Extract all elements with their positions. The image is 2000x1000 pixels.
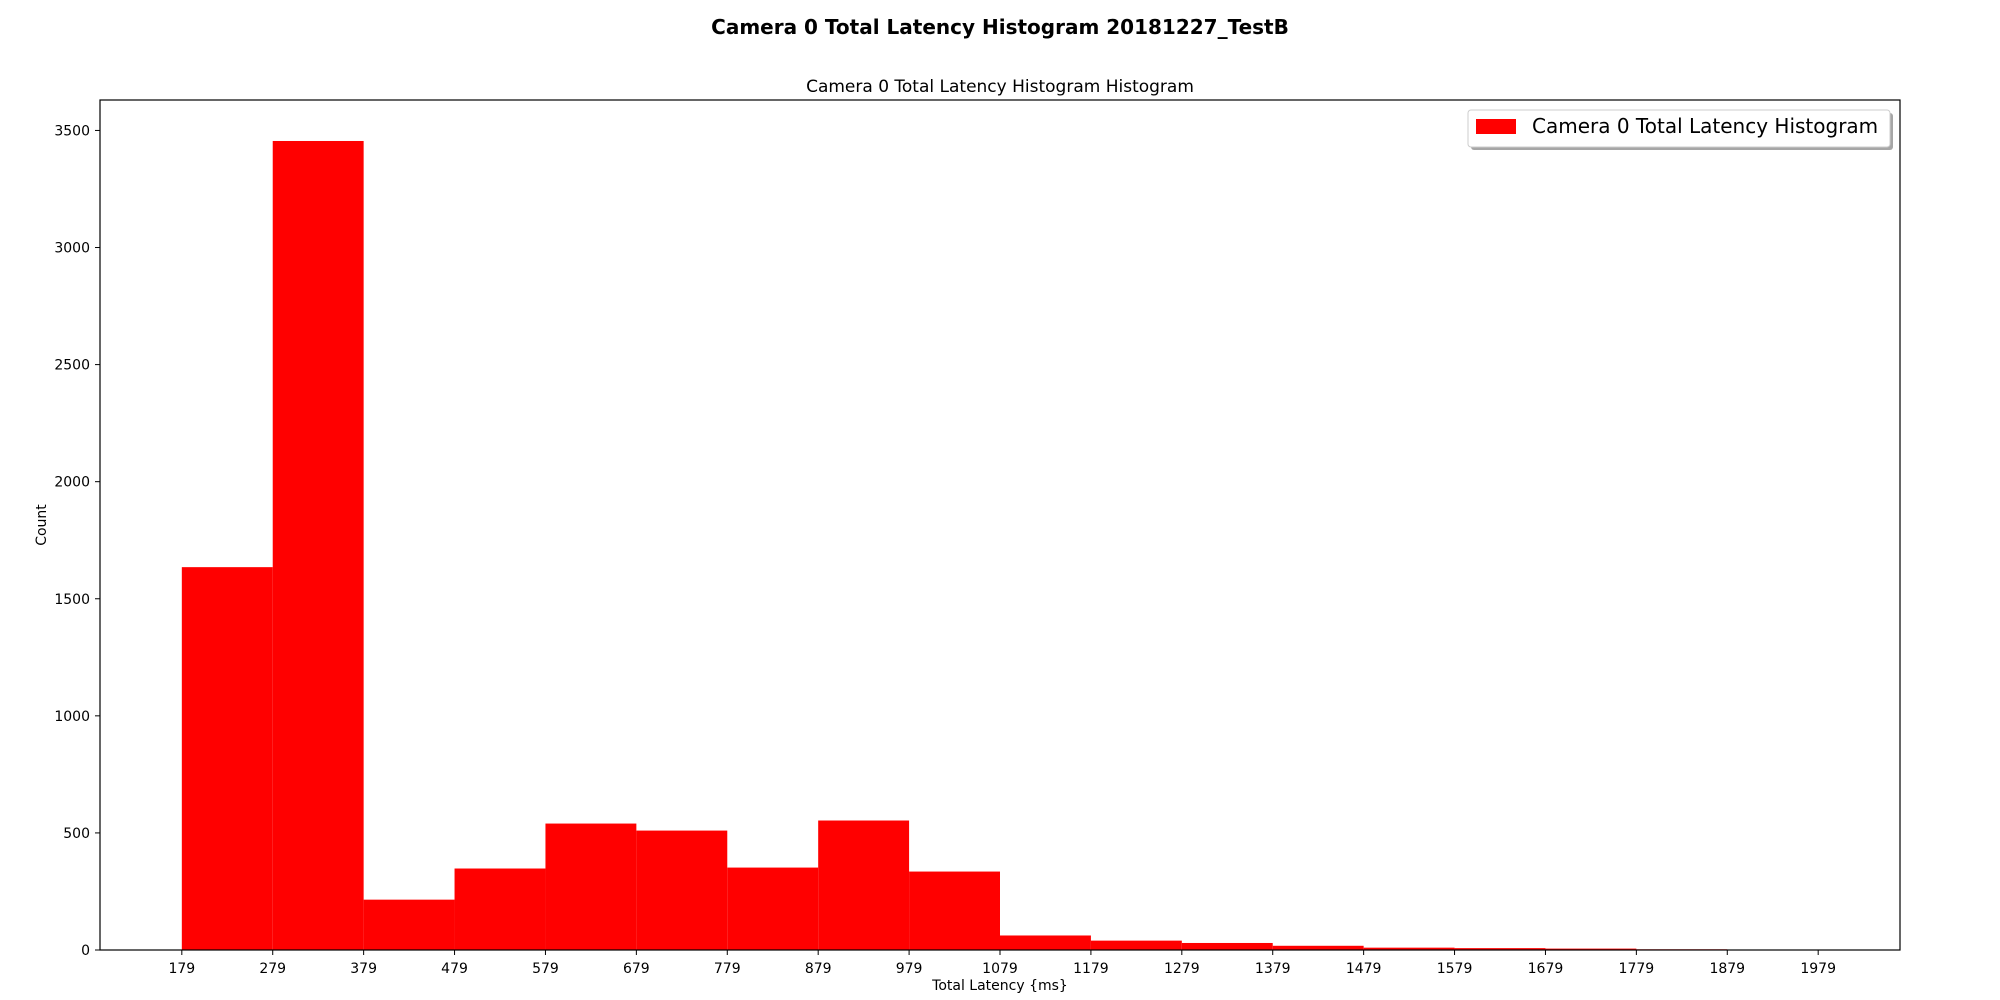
x-tick-label: 1479	[1346, 961, 1382, 977]
legend-swatch	[1476, 119, 1516, 134]
axes-title: Camera 0 Total Latency Histogram Histogr…	[806, 77, 1194, 97]
histogram-bar	[363, 899, 455, 950]
y-axis-ticks: 0 500 1000 1500 2000 2500 3000 3500	[54, 123, 100, 959]
x-tick-label: 379	[350, 961, 377, 977]
x-tick-label: 579	[532, 961, 559, 977]
x-tick-label: 979	[896, 961, 923, 977]
y-tick-label: 500	[63, 826, 90, 842]
histogram-bar	[727, 867, 819, 950]
histogram-bar	[454, 868, 546, 950]
x-tick-label: 1279	[1164, 961, 1200, 977]
figure-title: Camera 0 Total Latency Histogram 2018122…	[711, 15, 1289, 39]
histogram-bar	[1000, 935, 1091, 950]
y-tick-label: 3000	[54, 241, 90, 257]
x-tick-label: 279	[259, 961, 286, 977]
histogram-bar	[1363, 947, 1455, 950]
legend-box	[1467, 109, 1891, 148]
x-tick-label: 1779	[1619, 961, 1655, 977]
histogram-bars	[181, 140, 1728, 950]
x-axis-label: Total Latency {ms}	[931, 978, 1068, 994]
x-tick-label: 1079	[982, 961, 1018, 977]
x-tick-label: 1379	[1255, 961, 1291, 977]
x-tick-label: 1979	[1800, 961, 1836, 977]
x-tick-label: 179	[168, 961, 195, 977]
y-tick-label: 2500	[54, 358, 90, 374]
histogram-bar	[1181, 942, 1273, 950]
histogram-bar	[545, 823, 637, 950]
x-tick-label: 779	[714, 961, 741, 977]
x-tick-label: 1179	[1073, 961, 1109, 977]
x-tick-label: 679	[623, 961, 650, 977]
legend-label: Camera 0 Total Latency Histogram	[1532, 114, 1878, 138]
x-tick-label: 479	[441, 961, 468, 977]
histogram-bar	[636, 830, 728, 950]
histogram-bar	[1272, 945, 1364, 950]
histogram-bar	[909, 871, 1000, 950]
y-tick-label: 3500	[54, 123, 90, 139]
x-tick-label: 1879	[1709, 961, 1745, 977]
histogram-bar	[1454, 948, 1546, 950]
x-tick-label: 1579	[1437, 961, 1473, 977]
x-axis-ticks: 179 279 379 479 579 679 779 879 979 1079 1179 1279 1…	[168, 950, 1836, 977]
histogram-bar	[1545, 948, 1637, 950]
x-tick-label: 879	[805, 961, 832, 977]
x-tick-label: 1679	[1528, 961, 1564, 977]
y-tick-label: 2000	[54, 475, 90, 491]
plot-frame	[99, 99, 1901, 951]
y-tick-label: 1000	[54, 709, 90, 725]
histogram-bar	[181, 567, 273, 950]
histogram-bar	[818, 820, 910, 950]
y-tick-label: 1500	[54, 592, 90, 608]
histogram-bar	[272, 140, 364, 950]
histogram-bar	[1090, 940, 1182, 950]
y-axis-label: Count	[34, 504, 50, 546]
y-tick-label: 0	[81, 943, 90, 959]
legend: Camera 0 Total Latency Histogram	[1467, 109, 1893, 150]
